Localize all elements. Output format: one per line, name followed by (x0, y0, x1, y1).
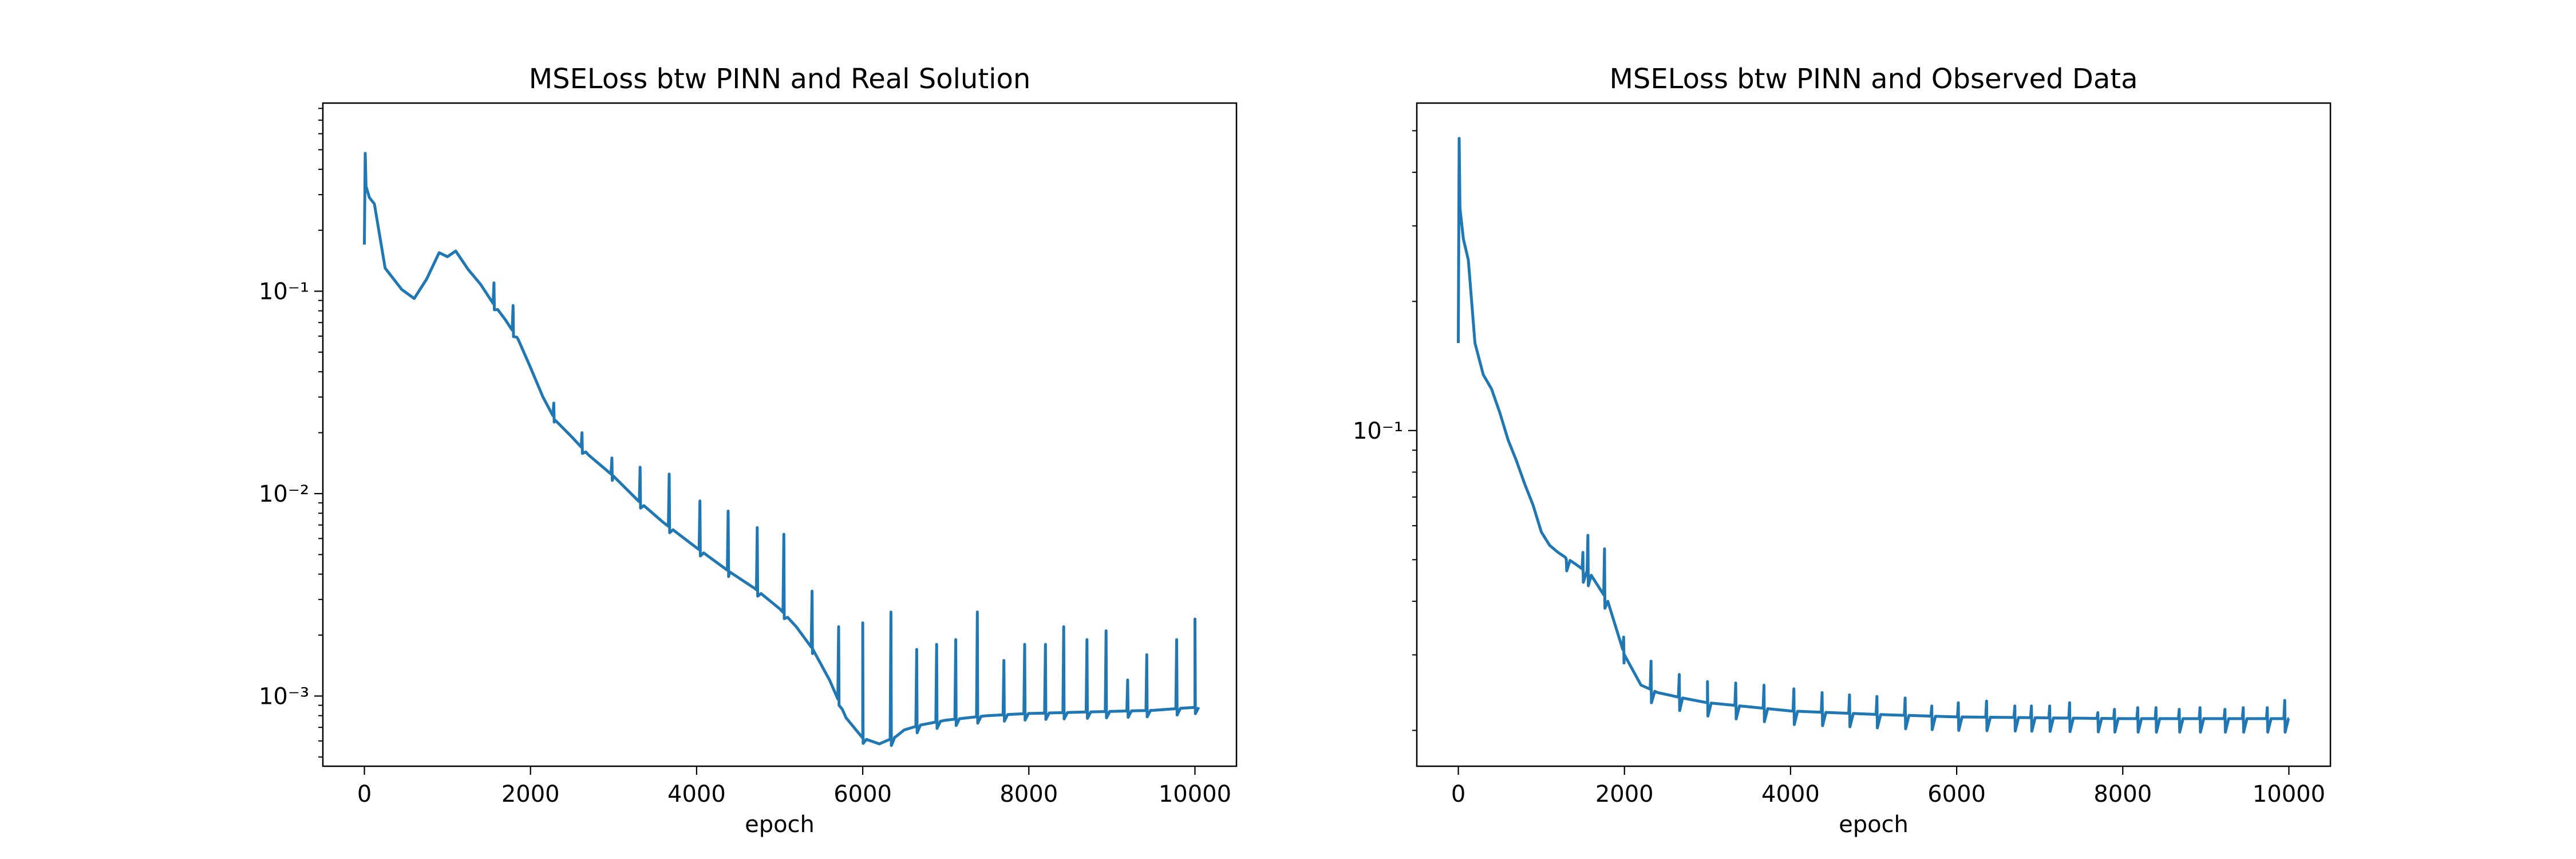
x-axis-label: epoch (1839, 811, 1909, 838)
x-tick-label: 4000 (1761, 781, 1820, 807)
x-tick-label: 0 (357, 781, 372, 807)
x-tick-label: 10000 (1159, 781, 1231, 807)
x-tick-label: 4000 (667, 781, 726, 807)
x-tick-label: 6000 (1927, 781, 1986, 807)
axes-frame (322, 102, 1238, 767)
x-tick-label: 10000 (2253, 781, 2325, 807)
axes-frame (1416, 102, 2332, 767)
chart-title: MSELoss btw PINN and Real Solution (529, 63, 1031, 95)
x-tick-label: 0 (1451, 781, 1465, 807)
x-tick-label: 6000 (833, 781, 892, 807)
x-tick-label: 2000 (501, 781, 560, 807)
chart-panel-observed-data: MSELoss btw PINN and Observed Data epoch… (1353, 63, 2332, 838)
y-tick-label: 10⁻² (259, 481, 309, 507)
chart-panel-real-solution: MSELoss btw PINN and Real Solution epoch… (259, 63, 1238, 838)
y-tick-label: 10⁻¹ (1353, 418, 1403, 444)
series-line (1457, 137, 2290, 734)
y-tick-label: 10⁻¹ (259, 279, 309, 305)
x-tick-label: 8000 (999, 781, 1058, 807)
x-tick-label: 8000 (2093, 781, 2152, 807)
x-axis-label: epoch (745, 811, 815, 838)
y-tick-label: 10⁻³ (259, 683, 309, 710)
series-line (363, 152, 1200, 747)
x-tick-label: 2000 (1595, 781, 1654, 807)
chart-title: MSELoss btw PINN and Observed Data (1609, 63, 2138, 95)
